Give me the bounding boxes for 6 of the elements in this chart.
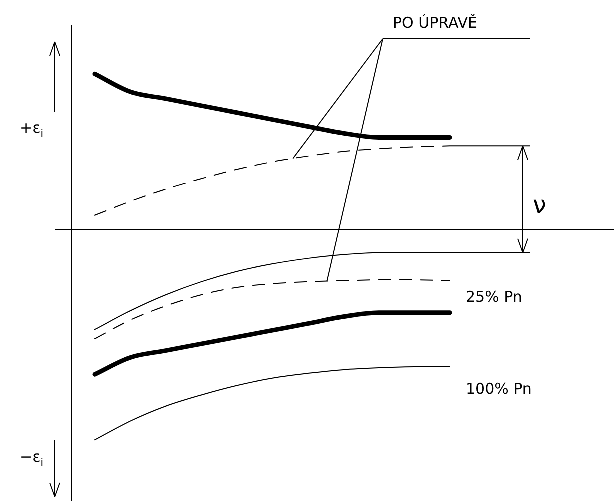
text: ν [533,191,546,219]
text: PO ÚPRAVĚ [393,14,478,32]
annotation: 25% Pn [466,288,522,306]
text: +ε$_{i}$ [20,119,44,140]
text: −ε$_{i}$ [20,448,44,469]
annotation: 100% Pn [466,380,532,398]
